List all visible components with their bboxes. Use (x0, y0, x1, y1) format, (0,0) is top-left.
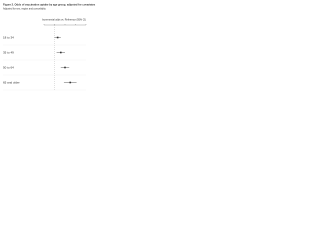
chart-title: Figure 2. Odds of vaccination uptake by … (3, 3, 96, 7)
row-label: 50 to 64 (3, 65, 14, 69)
point-estimate (64, 66, 66, 69)
row-label: 35 to 49 (3, 50, 14, 54)
chart-subtitle: Adjusted for sex, region and comorbidity (3, 8, 46, 11)
row-label: 65 and older (3, 80, 20, 84)
background (0, 0, 100, 94)
point-estimate (60, 51, 62, 54)
row-label: 18 to 34 (3, 35, 14, 39)
point-estimate (69, 81, 72, 84)
x-axis-label: Incremental odds vs. Reference (95% CI) (42, 19, 86, 22)
point-estimate (56, 36, 59, 39)
chart: Figure 2. Odds of vaccination uptake by … (0, 0, 100, 94)
